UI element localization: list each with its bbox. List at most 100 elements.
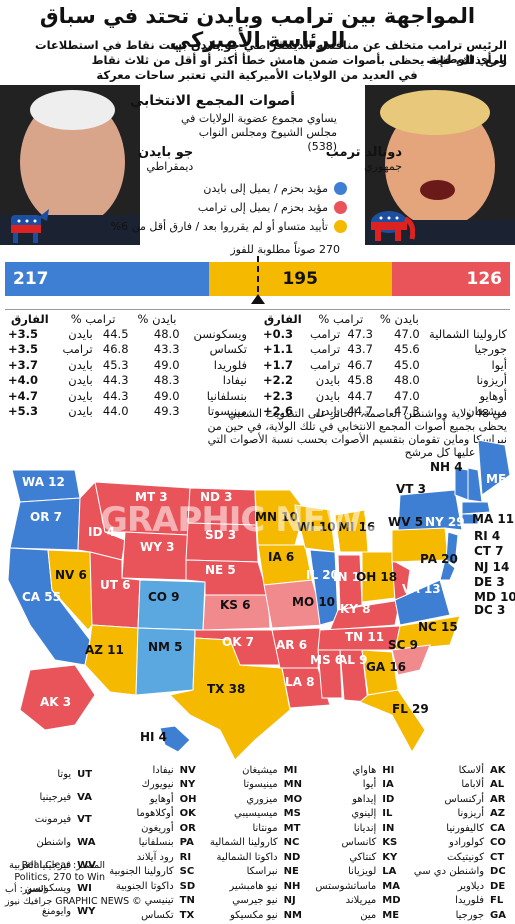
abbr-row: UT يوتا xyxy=(7,764,98,785)
state-label-mo: MO 10 xyxy=(292,595,336,609)
us-map xyxy=(7,440,511,760)
abbr-name: ديلاوير xyxy=(457,880,485,892)
state-label-la: LA 8 xyxy=(285,675,315,689)
state-label-oh: OH 18 xyxy=(356,570,398,584)
abbr-name: أوهايو xyxy=(149,793,174,805)
col-trump: ترامب % xyxy=(70,312,116,326)
trump-cell: 44.3 xyxy=(102,388,129,403)
state-MO xyxy=(263,579,326,629)
abbr-name: ميريلاند xyxy=(345,895,377,907)
credit: © GRAPHIC NEWS جرافيك نيوز xyxy=(5,896,142,907)
table-row: أيوا 45.0 46.7 ترامب +1.7 xyxy=(260,357,510,373)
subtitle-line-2: ومع ذلك، فإنه يحظى بأصوات ضمن هامش خطأ أ… xyxy=(91,53,507,67)
leader-cell: ترامب xyxy=(309,357,341,372)
table-row: تكساس 43.3 46.8 ترامب +3.5 xyxy=(5,342,250,358)
abbr-row: OK أوكلاهوما xyxy=(107,808,198,821)
legend-trump: مؤيد بحزم / يميل إلى ترامب xyxy=(198,201,347,214)
abbr-name: أوكلاهوما xyxy=(136,808,174,820)
biden-cell: 47.0 xyxy=(394,326,420,341)
trump-cell: 45.3 xyxy=(102,357,129,372)
biden-cell: 48.0 xyxy=(153,326,180,341)
state-label-dc: DC 3 xyxy=(474,603,506,617)
state-ME xyxy=(477,440,511,496)
abbr-name: ميزوري xyxy=(246,793,278,805)
table-row: ميشيغان 47.3 44.7 بايدن +2.6 xyxy=(260,404,510,420)
leader-cell: بايدن xyxy=(68,357,93,372)
abbr-code: AL xyxy=(490,779,505,791)
abbr-name: نيو مكسيكو xyxy=(229,909,278,921)
state-cell: فلوريدا xyxy=(213,357,247,372)
abbr-code: OK xyxy=(179,808,196,820)
abbr-row: OH أوهايو xyxy=(107,793,198,806)
abbr-row: AL ألاباما xyxy=(412,779,508,792)
abbr-row: MT مونتانا xyxy=(208,822,304,835)
abbr-row: MD ميريلاند xyxy=(313,895,402,908)
state-label-nh: NH 4 xyxy=(430,460,463,474)
state-cell: أريزونا xyxy=(476,373,507,388)
abbr-row: KY كنتاكي xyxy=(313,851,402,864)
abbr-code: VA xyxy=(77,791,92,803)
trump-label: دونالد ترمب جمهوري xyxy=(326,145,402,173)
state-label-ca: CA 55 xyxy=(22,590,61,604)
abbr-name: كارولينا الشمالية xyxy=(209,837,278,849)
margin-cell: +1.1 xyxy=(263,342,294,357)
abbr-name: إلينوي xyxy=(351,808,377,820)
abbr-name: فيرجينيا الغربية xyxy=(9,860,72,872)
subtitle-line-1: الرئيس ترامب متخلف عن منافسه الديمقراطي … xyxy=(35,38,507,66)
abbr-code: GA xyxy=(490,909,506,921)
state-label-md: MD 10 xyxy=(474,590,515,604)
margin-cell: +4.7 xyxy=(8,388,39,403)
state-MS xyxy=(317,649,343,699)
col-biden: بايدن % xyxy=(137,312,177,326)
watermark: GRAPHIC NEWS xyxy=(100,500,386,540)
state-FL xyxy=(359,689,426,754)
biden-cell: 48.3 xyxy=(153,373,180,388)
abbr-row: LA لويزيانا xyxy=(313,866,402,879)
abbr-code: SC xyxy=(179,866,195,878)
abbr-name: داكوتا الشمالية xyxy=(216,851,278,863)
biden-cell: 49.3 xyxy=(153,404,180,419)
state-label-pa: PA 20 xyxy=(420,552,458,566)
state-label-va: VA 13 xyxy=(402,582,441,596)
abbr-name: بنسلفانيا xyxy=(138,837,174,849)
bar-biden: 217 xyxy=(5,262,209,296)
abbr-name: ألاسكا xyxy=(458,764,485,776)
state-label-ok: OK 7 xyxy=(222,635,255,649)
state-cell: مينيسوتا xyxy=(207,404,247,419)
bar-tossup-value: 195 xyxy=(282,269,318,289)
abbr-row: VA فيرجينيا xyxy=(7,787,98,808)
abbr-code: AZ xyxy=(490,808,506,820)
margin-cell: +0.3 xyxy=(263,326,294,341)
col-state xyxy=(423,312,510,326)
abbr-name: واشنطن xyxy=(36,837,72,849)
state-cell: ميشيغان xyxy=(466,404,507,419)
abbr-row: CT كونيتيكت xyxy=(412,851,508,864)
leader-cell: بايدن xyxy=(315,373,341,388)
table-row: فلوريدا 49.0 45.3 بايدن +3.7 xyxy=(5,357,250,373)
margin-cell: +4.0 xyxy=(8,373,39,388)
abbr-name: لويزيانا xyxy=(348,866,377,878)
elephant-icon xyxy=(371,211,415,241)
leader-cell: بايدن xyxy=(315,404,341,419)
abbr-code: PA xyxy=(179,837,194,849)
abbr-name: كولورادو xyxy=(449,837,485,849)
abbr-code: NC xyxy=(283,837,300,849)
abbr-row: SC كارولينا الجنوبية xyxy=(107,866,198,879)
state-TX xyxy=(168,637,291,760)
abbr-code: AK xyxy=(490,764,506,776)
abbr-name: أريزونا xyxy=(457,808,485,820)
abbr-name: داكوتا الجنوبية xyxy=(115,880,174,892)
state-label-ut: UT 6 xyxy=(100,578,131,592)
trump-cell: 46.8 xyxy=(102,342,129,357)
abbr-code: DE xyxy=(490,880,506,892)
col-margin: الفارق xyxy=(10,312,49,326)
state-cell: ويسكونسن xyxy=(193,326,247,341)
win-threshold-line xyxy=(257,256,260,302)
abbr-row: NV نيفادا xyxy=(107,764,198,777)
legend-label: تأييد متساو أو لم يقرروا بعد / فارق أقل … xyxy=(110,220,328,233)
legend-dot-icon xyxy=(334,201,347,214)
table-row: ويسكونسن 48.0 44.5 بايدن +3.5 xyxy=(5,326,250,342)
abbr-code: LA xyxy=(382,866,397,878)
trump-name: دونالد ترمب xyxy=(325,145,402,160)
table-row: بنسلفانيا 49.0 44.3 بايدن +4.7 xyxy=(5,388,250,404)
